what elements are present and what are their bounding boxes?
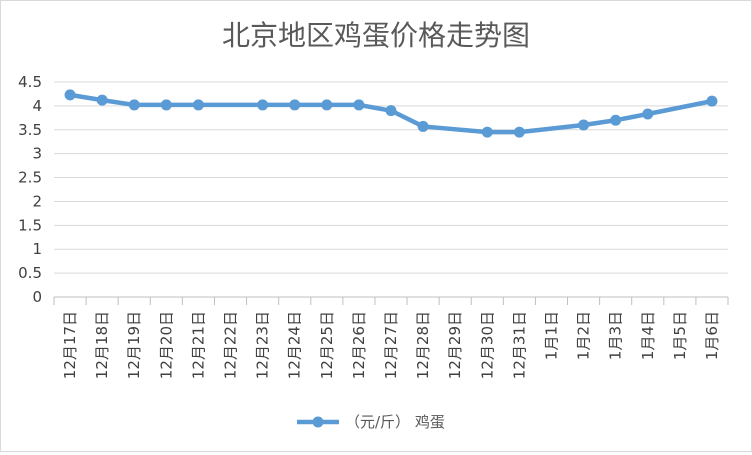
y-tick-label: 0 xyxy=(32,288,42,306)
y-tick-label: 2 xyxy=(32,192,42,210)
x-tick-label: 1月2日 xyxy=(575,311,593,360)
y-tick-label: 1 xyxy=(32,240,42,258)
x-tick-label: 12月22日 xyxy=(222,311,240,379)
y-tick-label: 3.5 xyxy=(18,121,42,139)
data-point xyxy=(289,99,301,111)
x-tick-label: 1月1日 xyxy=(542,311,560,360)
x-tick-label: 12月19日 xyxy=(125,311,143,379)
x-tick-label: 12月18日 xyxy=(93,311,111,379)
series-group xyxy=(64,89,718,138)
gridlines xyxy=(54,81,728,274)
y-tick-label: 1.5 xyxy=(18,216,42,234)
data-point xyxy=(385,105,397,117)
data-point xyxy=(192,99,204,111)
x-tick-label: 12月27日 xyxy=(382,311,400,379)
x-tick-label: 12月20日 xyxy=(157,311,175,379)
data-point xyxy=(353,99,365,111)
data-point xyxy=(321,99,333,111)
data-point xyxy=(706,95,718,107)
y-tick-label: 4 xyxy=(32,97,42,115)
legend-label: （元/斤） 鸡蛋 xyxy=(345,413,445,431)
x-tick-label: 12月24日 xyxy=(286,311,304,379)
legend-point-marker xyxy=(312,416,324,428)
y-tick-label: 3 xyxy=(32,145,42,163)
data-point xyxy=(160,99,172,111)
x-tick-label: 12月17日 xyxy=(61,311,79,379)
x-tick-label: 12月28日 xyxy=(414,311,432,379)
data-point xyxy=(96,94,108,106)
x-tick-label: 12月26日 xyxy=(350,311,368,379)
axes: 0 0.5 1 1.5 2 2.5 3 3.5 4 4.5 12月17日 12月18日 12月19日 12… xyxy=(18,73,729,379)
data-point xyxy=(128,99,140,111)
data-point xyxy=(642,108,654,120)
data-point xyxy=(417,120,429,132)
legend: （元/斤） 鸡蛋 xyxy=(297,413,445,431)
chart-title: 北京地区鸡蛋价格走势图 xyxy=(222,19,530,52)
x-tick-label: 12月25日 xyxy=(318,311,336,379)
x-tick-label: 12月21日 xyxy=(189,311,207,379)
x-tick-label: 1月3日 xyxy=(607,311,625,360)
y-tick-label: 4.5 xyxy=(18,73,42,91)
data-point xyxy=(481,126,493,138)
x-tick-label: 12月29日 xyxy=(446,311,464,379)
x-tick-label: 12月31日 xyxy=(510,311,528,379)
data-point xyxy=(257,99,269,111)
y-tick-label: 2.5 xyxy=(18,169,42,187)
y-tick-label: 0.5 xyxy=(18,264,42,282)
data-point xyxy=(578,119,590,131)
data-point xyxy=(513,126,525,138)
data-point xyxy=(64,89,76,101)
x-tick-label: 1月6日 xyxy=(703,311,721,360)
x-tick-label: 12月23日 xyxy=(254,311,272,379)
x-tick-label: 12月30日 xyxy=(478,311,496,379)
x-tick-label: 1月5日 xyxy=(671,311,689,360)
data-point xyxy=(610,114,622,126)
x-tick-label: 1月4日 xyxy=(639,311,657,360)
